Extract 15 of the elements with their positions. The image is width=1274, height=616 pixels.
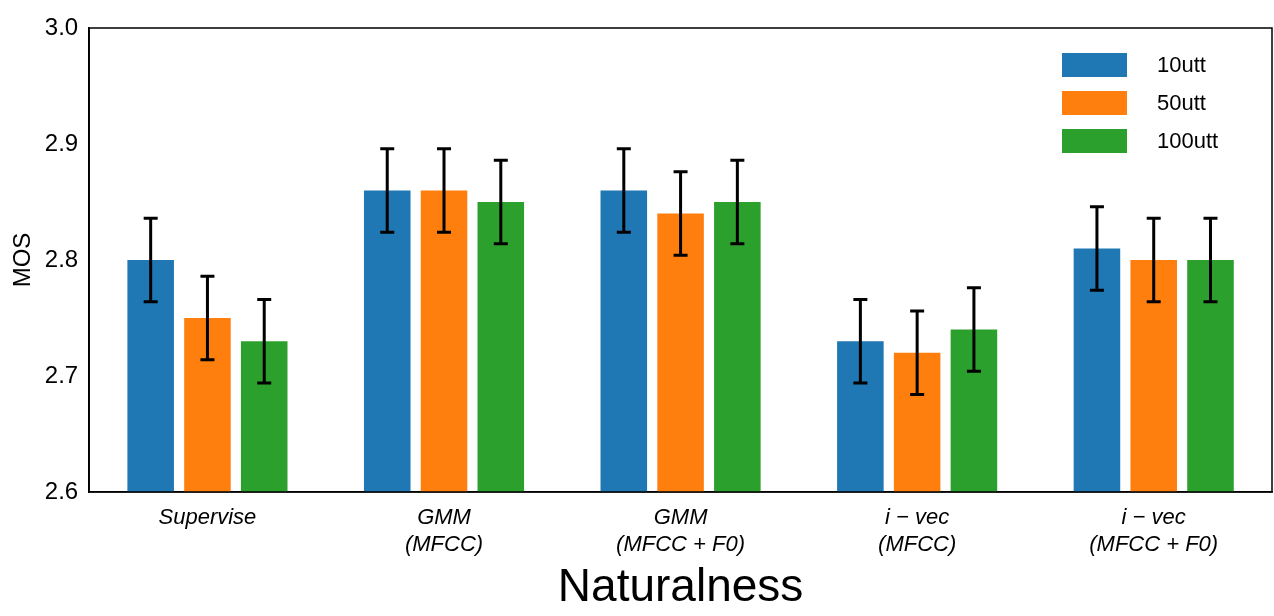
legend-label: 10utt [1157, 52, 1206, 78]
y-tick-label: 3.0 [44, 12, 79, 40]
x-tick-label: Supervise [158, 504, 257, 530]
y-tick-label: 2.6 [44, 476, 79, 504]
x-tick-label: GMM (MFCC) [404, 504, 484, 556]
x-tick-label: GMM (MFCC + F0) [616, 504, 746, 556]
y-tick-label: 2.8 [44, 244, 79, 272]
y-axis-title: MOS [8, 232, 36, 288]
x-axis-title: Naturalness [557, 559, 804, 612]
legend-label: 100utt [1157, 128, 1219, 154]
legend-label: 50utt [1157, 90, 1206, 116]
y-tick-label: 2.9 [44, 128, 79, 156]
y-tick-label: 2.7 [44, 360, 79, 388]
x-tick-label: i − vec (MFCC) [878, 504, 957, 556]
x-tick-label: i − vec (MFCC + F0) [1089, 504, 1219, 556]
